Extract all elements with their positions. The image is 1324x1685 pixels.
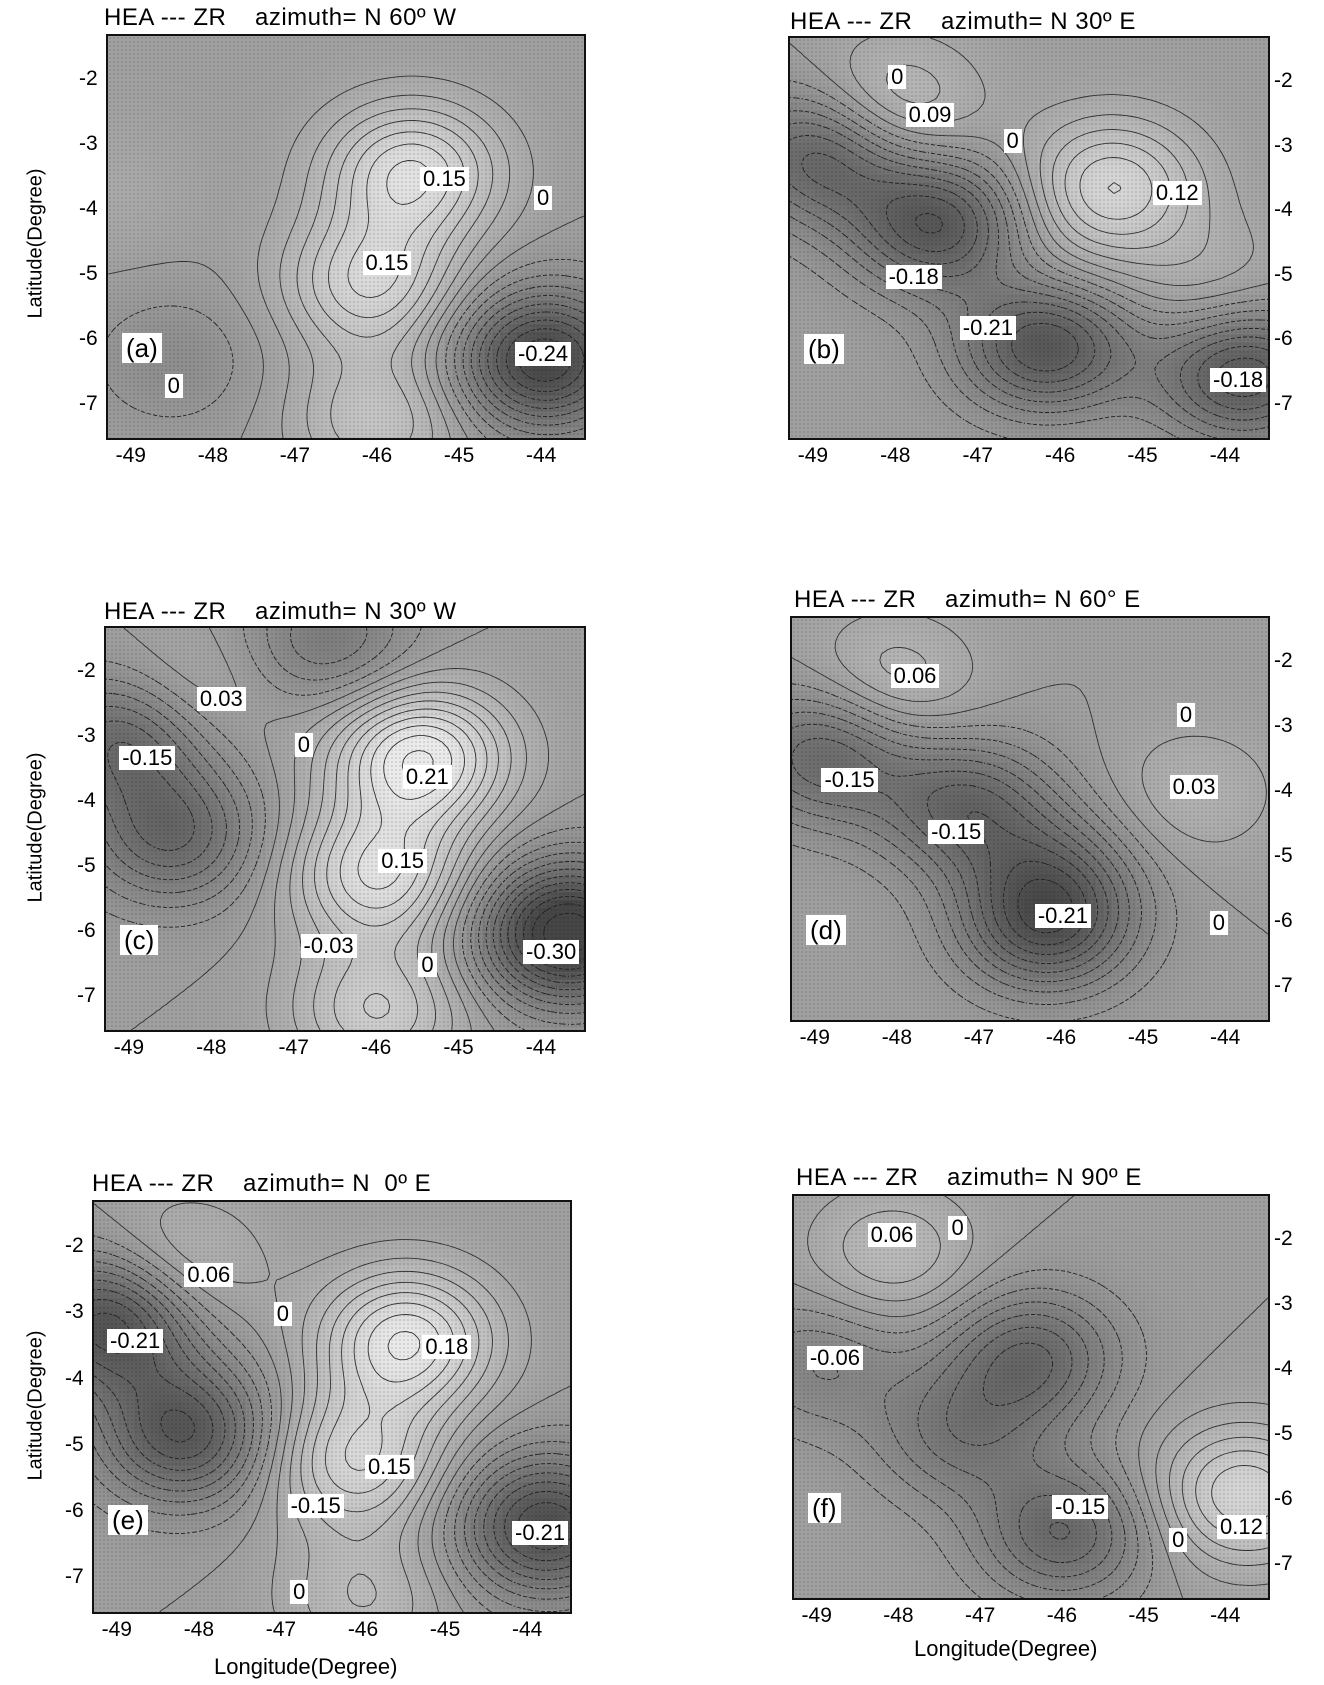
- contour-label: 0.15: [362, 250, 412, 275]
- contour-svg: [108, 36, 584, 438]
- contour-label: 0.15: [419, 166, 469, 191]
- dot-texture: [108, 36, 584, 438]
- panel-letter: (a): [122, 333, 162, 363]
- panel-title: HEA --- ZR azimuth= N 30º E: [790, 8, 1136, 35]
- contour-plot: 0 0.09 0 0.12 -0.18 -0.21 -0.18 (b): [788, 36, 1270, 440]
- contour-svg: [790, 38, 1268, 438]
- contour-plot: 0.15 0 0.15 -0.24 0 (a): [106, 34, 586, 440]
- panel-title: HEA --- ZR azimuth= N 60º W: [104, 4, 457, 31]
- contour-label: 0: [533, 186, 553, 211]
- y-axis-label: Latitude(Degree): [24, 168, 47, 319]
- contour-label: -0.24: [514, 341, 572, 366]
- contour-label: 0: [164, 374, 183, 399]
